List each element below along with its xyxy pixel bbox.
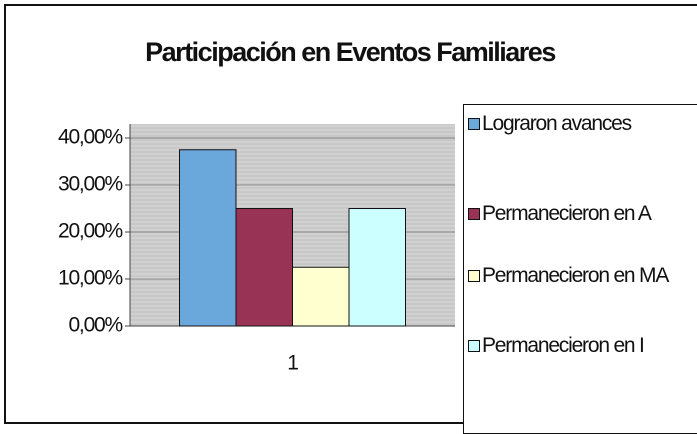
legend-entry: Lograron avances xyxy=(468,111,697,136)
y-tick-label: 30,00% xyxy=(58,173,123,196)
legend-swatch xyxy=(468,208,480,220)
bar xyxy=(235,208,293,327)
chart: Participación en Eventos Familiares 0,00… xyxy=(58,37,557,375)
legend: Lograron avances Permanecieron en A Perman… xyxy=(463,104,697,434)
legend-label: Lograron avances xyxy=(482,112,632,135)
legend-label: Permanecieron en I xyxy=(482,334,645,357)
legend-swatch xyxy=(468,118,480,130)
bar xyxy=(179,149,237,327)
legend-swatch xyxy=(468,270,480,282)
y-tick-label: 10,00% xyxy=(58,267,123,290)
legend-label: Permanecieron en A xyxy=(482,202,652,225)
bar xyxy=(348,208,406,327)
chart-title: Participación en Eventos Familiares xyxy=(145,37,555,67)
y-tick-label: 0,00% xyxy=(68,314,122,337)
legend-swatch xyxy=(468,340,480,352)
legend-label: Permanecieron en MA xyxy=(482,264,669,287)
legend-entry: Permanecieron en A xyxy=(468,201,697,226)
legend-entry: Permanecieron en I xyxy=(468,333,697,358)
bar xyxy=(292,266,350,327)
page: Participación en Eventos Familiares 0,00… xyxy=(4,4,697,434)
y-tick-label: 40,00% xyxy=(58,126,123,149)
x-tick-label: 1 xyxy=(287,352,298,375)
y-tick-label: 20,00% xyxy=(58,220,123,243)
legend-entry: Permanecieron en MA xyxy=(468,263,697,288)
